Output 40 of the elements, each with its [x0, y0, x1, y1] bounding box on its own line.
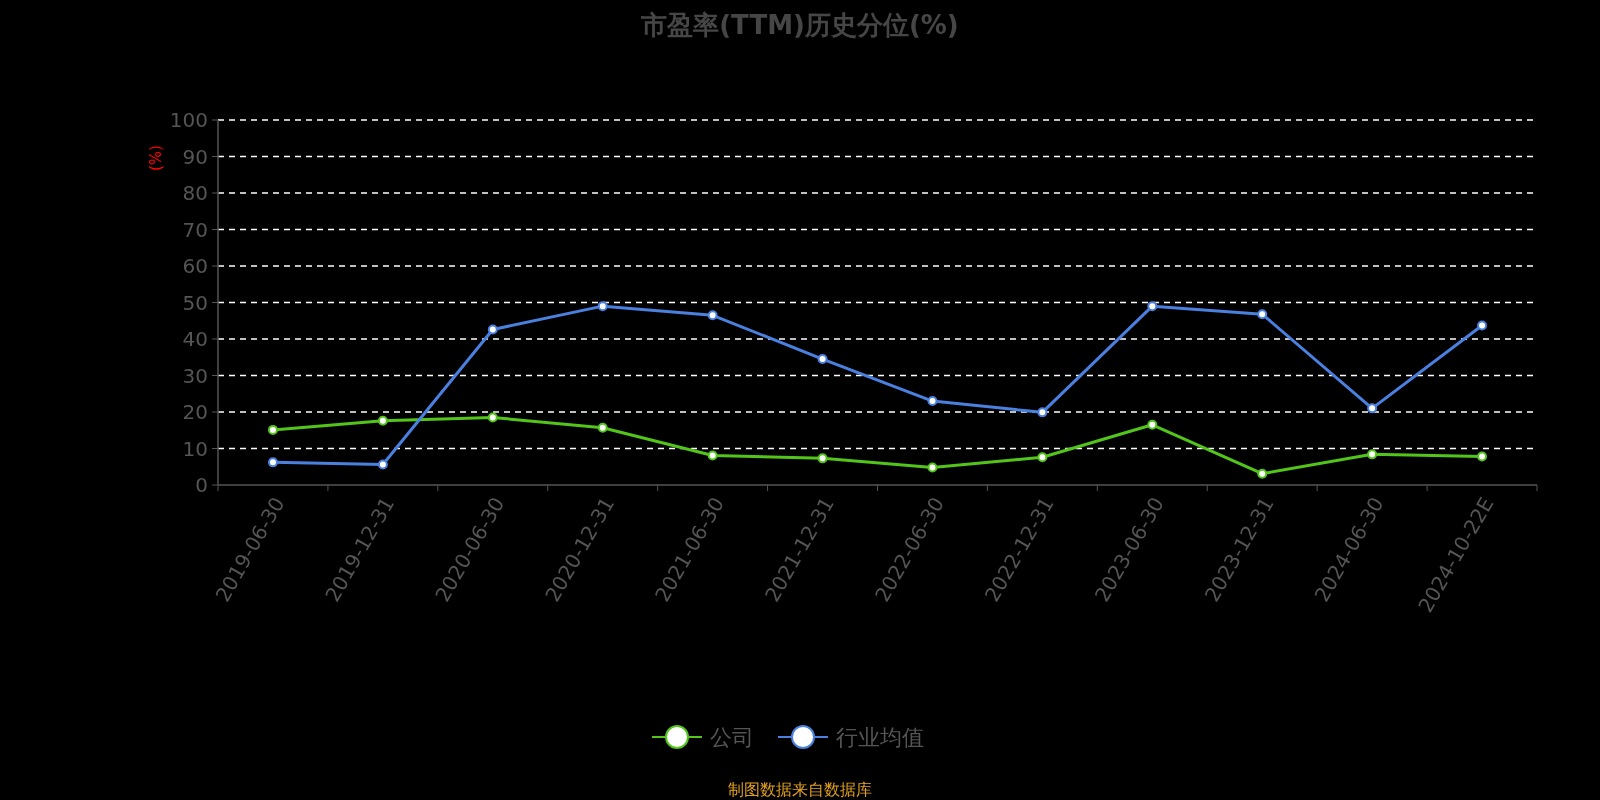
point	[267, 457, 278, 468]
text: 制图数据来自数据库	[728, 779, 872, 799]
point	[1257, 468, 1268, 479]
point	[927, 462, 938, 473]
y-tick-label: 90	[182, 144, 208, 169]
point	[267, 424, 278, 435]
y-tick-label: 0	[195, 473, 208, 497]
point	[377, 415, 388, 426]
point	[487, 324, 498, 335]
y-tick-label: 30	[182, 363, 208, 388]
y-tick-label: 70	[182, 217, 208, 242]
point	[707, 450, 718, 461]
legend-label: 公司	[710, 724, 754, 750]
point	[1477, 320, 1488, 331]
legend-label: 行业均值	[836, 724, 924, 750]
point	[487, 412, 498, 423]
y-axis-title: (%)	[147, 145, 166, 171]
y-tick-label: 60	[182, 254, 208, 278]
point	[1147, 419, 1158, 430]
point	[1367, 449, 1378, 460]
point	[597, 301, 608, 312]
y-tick-label: 20	[182, 400, 208, 424]
point	[1367, 403, 1378, 414]
point	[817, 453, 828, 464]
y-tick-label: 80	[182, 181, 208, 205]
point	[1037, 407, 1048, 418]
point	[1477, 451, 1488, 462]
point	[1037, 452, 1048, 463]
point	[597, 422, 608, 433]
point	[817, 354, 828, 365]
y-tick-label: 40	[182, 327, 208, 351]
point	[377, 459, 388, 470]
chart-title: 市盈率(TTM)历史分位(%)	[640, 10, 959, 40]
y-tick-label: 10	[182, 436, 208, 461]
point	[1257, 309, 1268, 320]
y-tick-label: 50	[182, 290, 208, 315]
point	[707, 310, 718, 321]
point	[1147, 301, 1158, 312]
point	[927, 396, 938, 407]
y-tick-label: 100	[169, 108, 208, 132]
